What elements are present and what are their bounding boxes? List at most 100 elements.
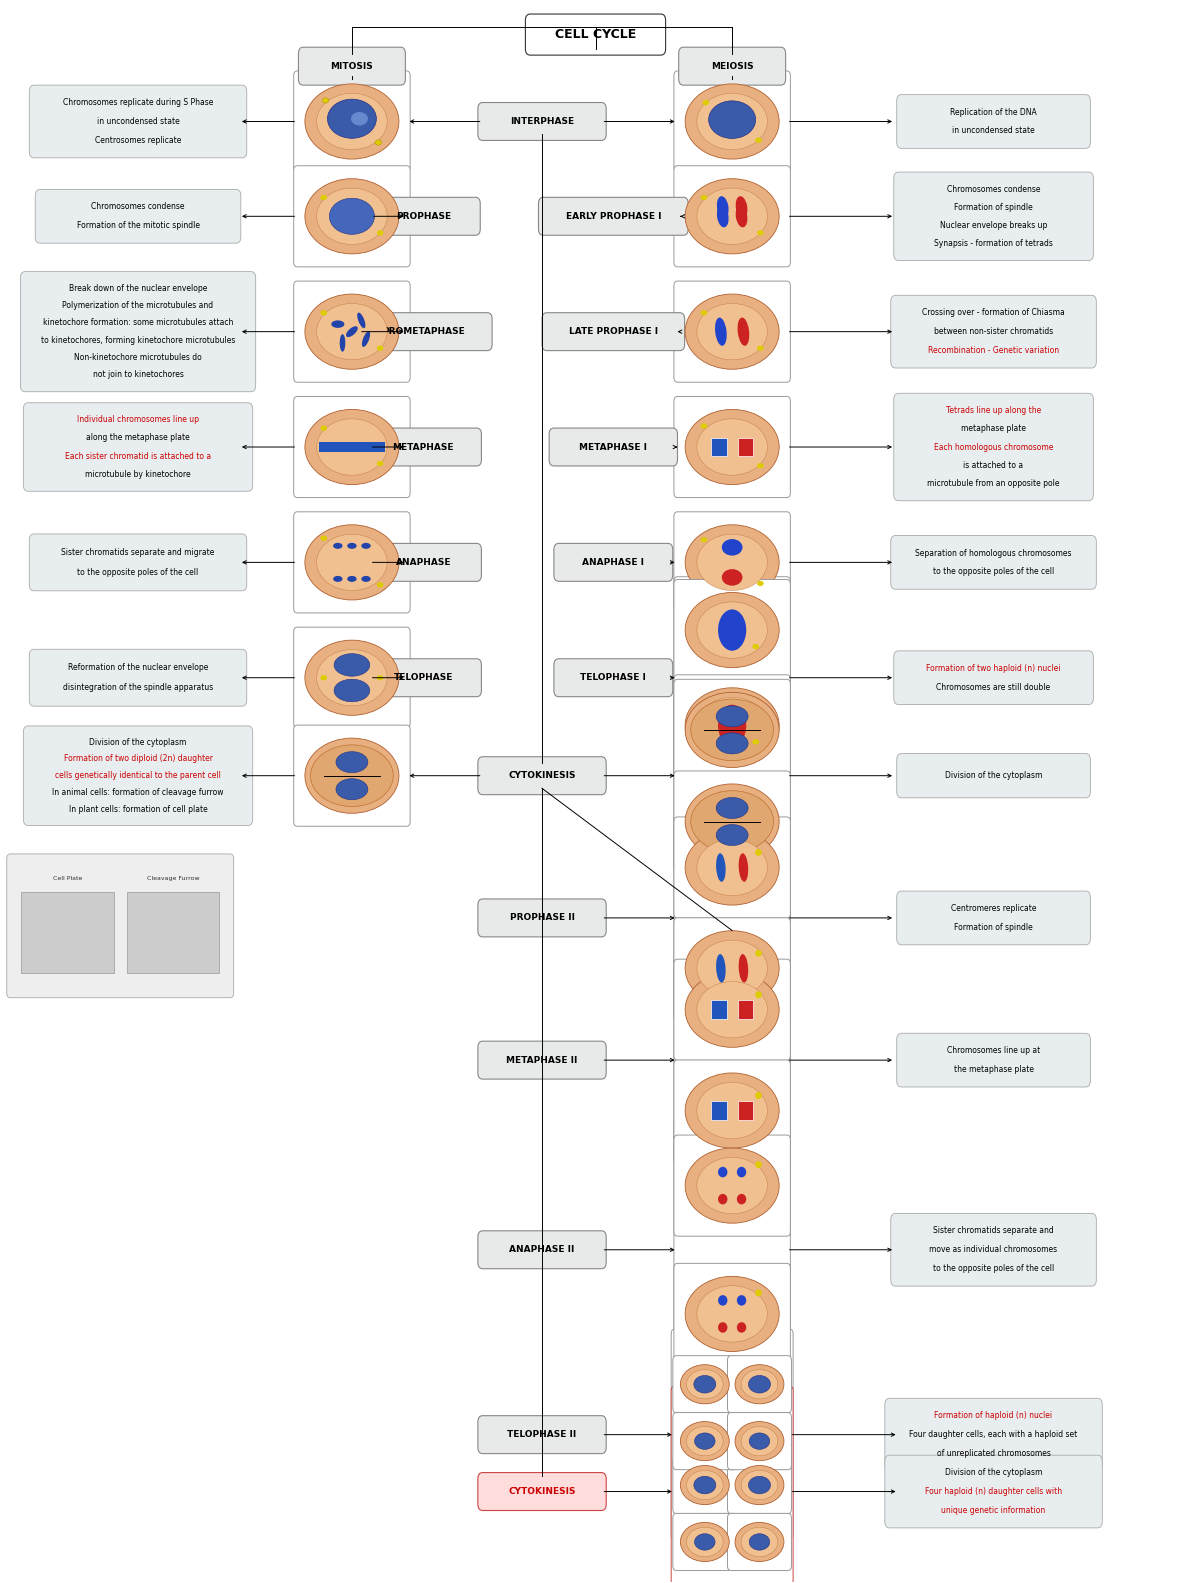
Text: microtubule by kinetochore: microtubule by kinetochore	[86, 470, 191, 478]
Ellipse shape	[339, 334, 345, 351]
Ellipse shape	[735, 1523, 784, 1561]
Text: ANAPHASE: ANAPHASE	[395, 557, 451, 567]
Text: MITOSIS: MITOSIS	[331, 62, 373, 71]
FancyBboxPatch shape	[674, 679, 791, 780]
Ellipse shape	[753, 739, 759, 744]
Text: unique genetic information: unique genetic information	[941, 1505, 1046, 1515]
Ellipse shape	[305, 640, 399, 716]
FancyBboxPatch shape	[30, 649, 247, 706]
Ellipse shape	[686, 1471, 723, 1499]
FancyBboxPatch shape	[294, 396, 410, 497]
FancyBboxPatch shape	[24, 727, 252, 825]
Ellipse shape	[755, 1092, 762, 1099]
Text: move as individual chromosomes: move as individual chromosomes	[929, 1246, 1058, 1254]
Text: to kinetochores, forming kinetochore microtubules: to kinetochores, forming kinetochore mic…	[40, 336, 235, 345]
Ellipse shape	[680, 1466, 729, 1504]
Ellipse shape	[376, 345, 384, 351]
Ellipse shape	[755, 848, 762, 856]
FancyBboxPatch shape	[674, 817, 791, 918]
FancyBboxPatch shape	[897, 891, 1091, 945]
Ellipse shape	[753, 644, 759, 649]
FancyBboxPatch shape	[294, 511, 410, 613]
Text: Chromosomes replicate during S Phase: Chromosomes replicate during S Phase	[63, 98, 213, 108]
Ellipse shape	[694, 1433, 715, 1450]
Ellipse shape	[755, 138, 762, 142]
Ellipse shape	[351, 112, 368, 125]
Ellipse shape	[305, 179, 399, 253]
Ellipse shape	[685, 179, 779, 253]
FancyBboxPatch shape	[674, 1263, 791, 1365]
Text: CYTOKINESIS: CYTOKINESIS	[509, 1486, 575, 1496]
Text: PROPHASE II: PROPHASE II	[510, 913, 574, 923]
Text: Non-kinetochore microtubules do: Non-kinetochore microtubules do	[74, 353, 202, 363]
FancyBboxPatch shape	[672, 1387, 793, 1583]
Ellipse shape	[741, 1528, 778, 1556]
Text: Sister chromatids separate and migrate: Sister chromatids separate and migrate	[62, 548, 214, 557]
FancyBboxPatch shape	[294, 71, 410, 173]
FancyBboxPatch shape	[126, 893, 219, 974]
Ellipse shape	[736, 196, 748, 218]
Text: Separation of homologous chromosomes: Separation of homologous chromosomes	[916, 549, 1072, 557]
Text: metaphase plate: metaphase plate	[961, 424, 1027, 434]
Ellipse shape	[718, 1322, 728, 1333]
Ellipse shape	[331, 320, 344, 328]
Ellipse shape	[717, 196, 729, 218]
Ellipse shape	[685, 687, 779, 763]
Text: In animal cells: formation of cleavage furrow: In animal cells: formation of cleavage f…	[52, 788, 224, 796]
Ellipse shape	[323, 98, 329, 103]
Ellipse shape	[718, 1167, 728, 1178]
Ellipse shape	[697, 1157, 767, 1214]
FancyBboxPatch shape	[674, 579, 791, 681]
Ellipse shape	[741, 1471, 778, 1499]
Text: Four haploid (n) daughter cells with: Four haploid (n) daughter cells with	[925, 1486, 1062, 1496]
FancyBboxPatch shape	[478, 757, 606, 795]
Ellipse shape	[697, 1285, 767, 1342]
Ellipse shape	[691, 792, 773, 852]
Ellipse shape	[697, 981, 767, 1038]
Text: Break down of the nuclear envelope: Break down of the nuclear envelope	[69, 283, 207, 293]
Ellipse shape	[347, 326, 357, 337]
Ellipse shape	[330, 198, 374, 234]
FancyBboxPatch shape	[893, 393, 1093, 500]
Text: Each homologous chromosome: Each homologous chromosome	[934, 443, 1053, 451]
FancyBboxPatch shape	[728, 1456, 792, 1513]
FancyBboxPatch shape	[20, 272, 256, 391]
Ellipse shape	[685, 592, 779, 668]
FancyBboxPatch shape	[674, 1061, 791, 1160]
Ellipse shape	[755, 950, 762, 956]
Ellipse shape	[722, 540, 742, 556]
FancyBboxPatch shape	[294, 725, 410, 826]
Text: Division of the cytoplasm: Division of the cytoplasm	[944, 1469, 1042, 1477]
Ellipse shape	[685, 526, 779, 600]
FancyBboxPatch shape	[299, 47, 405, 85]
Ellipse shape	[305, 738, 399, 814]
Text: is attached to a: is attached to a	[964, 461, 1023, 470]
Ellipse shape	[748, 1477, 771, 1494]
Ellipse shape	[317, 93, 387, 150]
FancyBboxPatch shape	[554, 543, 673, 581]
Ellipse shape	[317, 188, 387, 244]
Text: ANAPHASE II: ANAPHASE II	[510, 1246, 575, 1254]
Ellipse shape	[686, 1528, 723, 1556]
FancyBboxPatch shape	[294, 627, 410, 728]
Ellipse shape	[697, 304, 767, 359]
FancyBboxPatch shape	[728, 1355, 792, 1412]
Text: along the metaphase plate: along the metaphase plate	[86, 434, 189, 443]
Text: TELOPHASE I: TELOPHASE I	[580, 673, 647, 682]
FancyBboxPatch shape	[674, 955, 791, 1165]
Text: Tetrads line up along the: Tetrads line up along the	[946, 407, 1041, 415]
Ellipse shape	[317, 747, 387, 804]
FancyBboxPatch shape	[672, 1330, 793, 1540]
Ellipse shape	[685, 692, 779, 768]
Ellipse shape	[700, 195, 707, 199]
Ellipse shape	[715, 318, 727, 345]
Text: METAPHASE II: METAPHASE II	[506, 1056, 578, 1065]
Ellipse shape	[333, 679, 369, 701]
Ellipse shape	[697, 701, 767, 758]
Ellipse shape	[697, 697, 767, 754]
Text: Recombination - Genetic variation: Recombination - Genetic variation	[928, 347, 1059, 355]
Text: not join to kinetochores: not join to kinetochores	[93, 370, 183, 380]
Ellipse shape	[735, 1422, 784, 1461]
Ellipse shape	[716, 798, 748, 818]
Ellipse shape	[697, 1083, 767, 1138]
